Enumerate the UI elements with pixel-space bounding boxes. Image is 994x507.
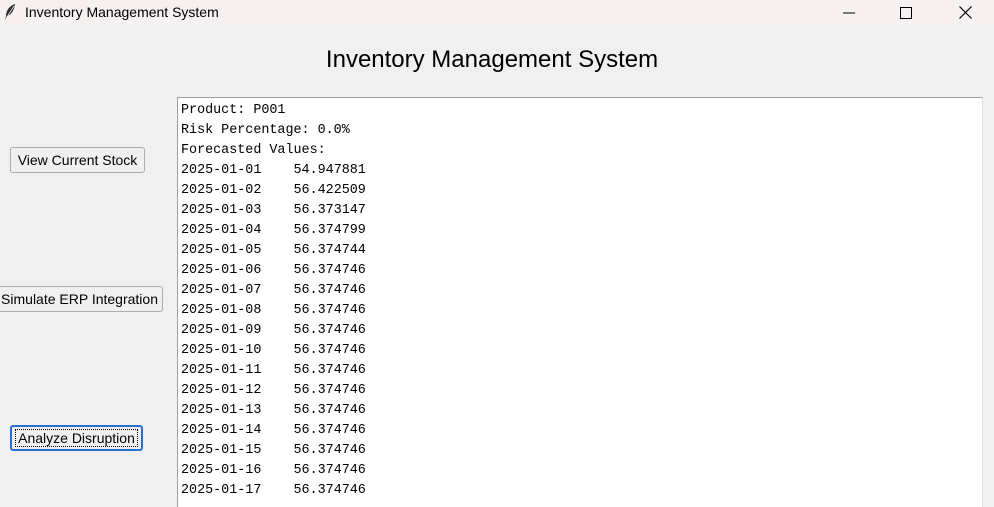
column-gap xyxy=(261,183,293,198)
feather-icon xyxy=(3,3,17,21)
view-current-stock-button[interactable]: View Current Stock xyxy=(10,147,145,173)
forecast-value: 56.374746 xyxy=(293,343,366,358)
forecast-date: 2025-01-14 xyxy=(181,423,262,438)
forecast-value: 56.374746 xyxy=(293,283,366,298)
close-button[interactable] xyxy=(936,0,994,25)
forecast-date: 2025-01-02 xyxy=(181,183,262,198)
maximize-button[interactable] xyxy=(877,0,935,25)
forecast-value: 56.374746 xyxy=(293,303,366,318)
forecast-value: 54.947881 xyxy=(293,163,366,178)
forecast-value: 56.374746 xyxy=(293,423,366,438)
forecast-row: 2025-01-01 54.947881 xyxy=(181,161,982,181)
forecast-date: 2025-01-17 xyxy=(181,483,262,498)
forecast-row: 2025-01-11 56.374746 xyxy=(181,361,982,381)
column-gap xyxy=(261,303,293,318)
column-gap xyxy=(261,263,293,278)
page-title: Inventory Management System xyxy=(325,46,659,73)
forecast-value: 56.374746 xyxy=(293,323,366,338)
column-gap xyxy=(261,323,293,338)
forecast-row: 2025-01-12 56.374746 xyxy=(181,381,982,401)
forecast-value: 56.374746 xyxy=(293,443,366,458)
risk-percentage-line: Risk Percentage: 0.0% xyxy=(181,123,350,138)
forecast-value: 56.374746 xyxy=(293,463,366,478)
maximize-icon xyxy=(900,6,912,19)
forecast-header-line: Forecasted Values: xyxy=(181,143,326,158)
forecast-row: 2025-01-16 56.374746 xyxy=(181,461,982,481)
forecast-date: 2025-01-09 xyxy=(181,323,262,338)
minimize-icon xyxy=(843,7,855,19)
close-icon xyxy=(958,6,972,19)
forecast-date: 2025-01-05 xyxy=(181,243,262,258)
forecast-date: 2025-01-11 xyxy=(181,363,262,378)
forecast-row: 2025-01-08 56.374746 xyxy=(181,301,982,321)
product-line: Product: P001 xyxy=(181,103,286,118)
title-bar: Inventory Management System xyxy=(0,0,994,25)
column-gap xyxy=(261,283,293,298)
analyze-disruption-button[interactable]: Analyze Disruption xyxy=(10,425,143,451)
forecast-list: 2025-01-01 54.947881 2025-01-02 56.422509… xyxy=(181,161,982,501)
forecast-row: 2025-01-03 56.373147 xyxy=(181,201,982,221)
column-gap xyxy=(261,243,293,258)
minimize-button[interactable] xyxy=(820,0,878,25)
forecast-date: 2025-01-13 xyxy=(181,403,262,418)
column-gap xyxy=(261,223,293,238)
forecast-row: 2025-01-09 56.374746 xyxy=(181,321,982,341)
column-gap xyxy=(261,443,293,458)
window-title: Inventory Management System xyxy=(25,4,219,20)
forecast-value: 56.374746 xyxy=(293,403,366,418)
forecast-value: 56.374744 xyxy=(293,243,366,258)
forecast-value: 56.374799 xyxy=(293,223,366,238)
forecast-row: 2025-01-15 56.374746 xyxy=(181,441,982,461)
forecast-date: 2025-01-16 xyxy=(181,463,262,478)
forecast-date: 2025-01-12 xyxy=(181,383,262,398)
forecast-value: 56.373147 xyxy=(293,203,366,218)
forecast-date: 2025-01-06 xyxy=(181,263,262,278)
forecast-row: 2025-01-10 56.374746 xyxy=(181,341,982,361)
column-gap xyxy=(261,343,293,358)
forecast-date: 2025-01-10 xyxy=(181,343,262,358)
forecast-value: 56.374746 xyxy=(293,383,366,398)
output-text-area[interactable]: Product: P001 Risk Percentage: 0.0% Fore… xyxy=(177,97,983,507)
forecast-date: 2025-01-07 xyxy=(181,283,262,298)
forecast-row: 2025-01-14 56.374746 xyxy=(181,421,982,441)
forecast-date: 2025-01-01 xyxy=(181,163,262,178)
forecast-date: 2025-01-04 xyxy=(181,223,262,238)
column-gap xyxy=(261,163,293,178)
column-gap xyxy=(261,403,293,418)
column-gap xyxy=(261,463,293,478)
forecast-date: 2025-01-03 xyxy=(181,203,262,218)
column-gap xyxy=(261,203,293,218)
forecast-row: 2025-01-07 56.374746 xyxy=(181,281,982,301)
forecast-row: 2025-01-06 56.374746 xyxy=(181,261,982,281)
forecast-value: 56.374746 xyxy=(293,363,366,378)
forecast-row: 2025-01-05 56.374744 xyxy=(181,241,982,261)
column-gap xyxy=(261,383,293,398)
forecast-value: 56.422509 xyxy=(293,183,366,198)
forecast-value: 56.374746 xyxy=(293,263,366,278)
analyze-disruption-label: Analyze Disruption xyxy=(15,429,138,447)
column-gap xyxy=(261,423,293,438)
forecast-date: 2025-01-08 xyxy=(181,303,262,318)
simulate-erp-integration-button[interactable]: Simulate ERP Integration xyxy=(0,286,163,312)
forecast-date: 2025-01-15 xyxy=(181,443,262,458)
forecast-value: 56.374746 xyxy=(293,483,366,498)
column-gap xyxy=(261,363,293,378)
forecast-row: 2025-01-17 56.374746 xyxy=(181,481,982,501)
forecast-row: 2025-01-02 56.422509 xyxy=(181,181,982,201)
forecast-row: 2025-01-13 56.374746 xyxy=(181,401,982,421)
column-gap xyxy=(261,483,293,498)
forecast-row: 2025-01-04 56.374799 xyxy=(181,221,982,241)
